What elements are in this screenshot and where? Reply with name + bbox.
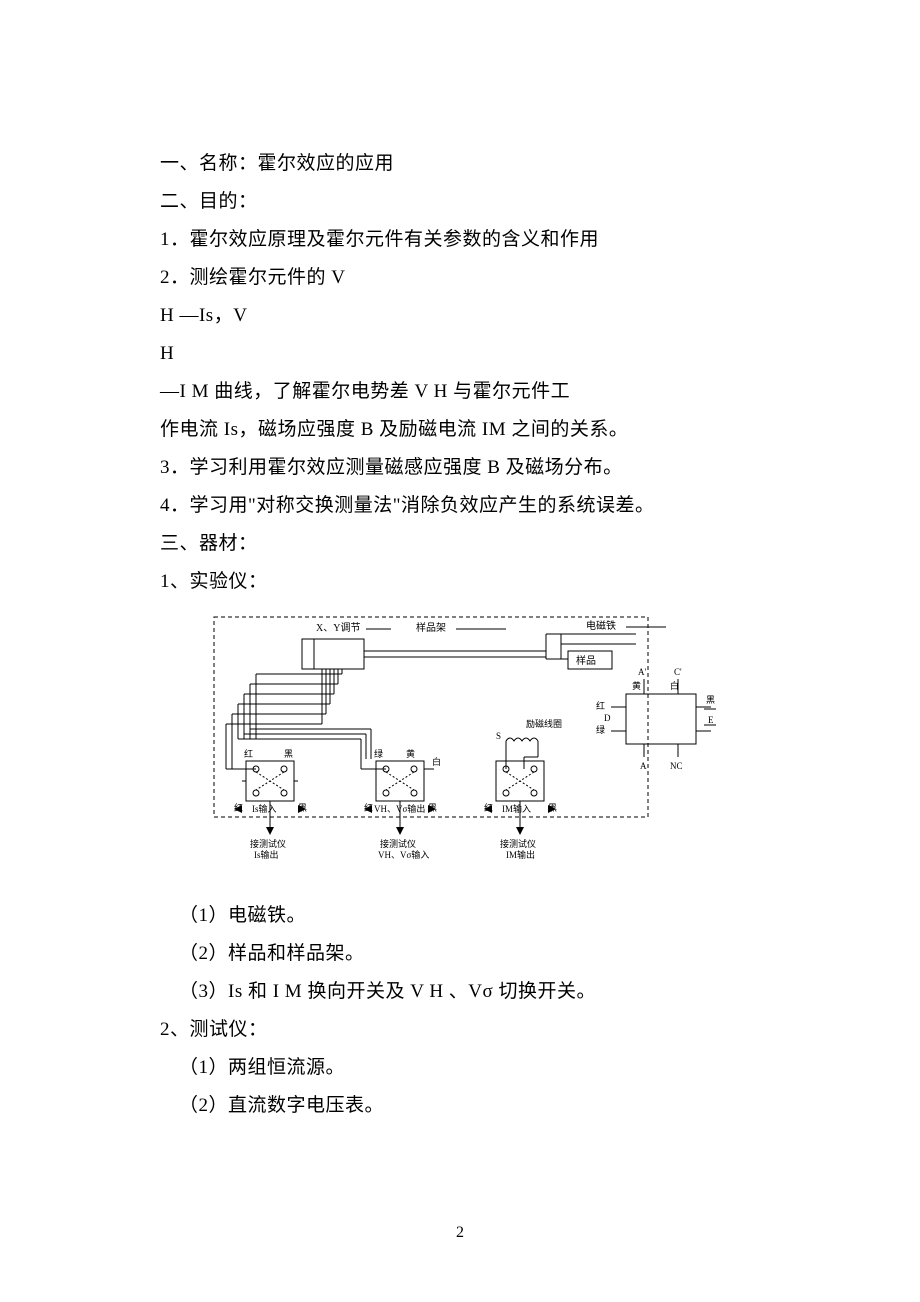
label-yellow: 黄 (632, 680, 641, 691)
text-line: 2、测试仪： (160, 1011, 772, 1049)
label-sample-rack: 样品架 (416, 621, 446, 634)
label-a: A (640, 761, 647, 771)
text-line: H —Is，V (160, 297, 772, 335)
label-yellow: 黄 (406, 748, 415, 759)
label-to-tester: 接测试仪 (380, 838, 416, 849)
text-line: 2．测绘霍尔元件的 V (160, 259, 772, 297)
label-is-input: Is输入 (252, 803, 277, 814)
label-white: 白 (432, 756, 441, 767)
experiment-diagram: X、Y调节 样品架 电磁铁 样品 (206, 609, 726, 879)
text-line: 三、器材： (160, 525, 772, 563)
label-c-prime: C' (674, 667, 682, 677)
label-d: D (604, 713, 611, 723)
label-green: 绿 (374, 748, 383, 759)
text-line: 1．霍尔效应原理及霍尔元件有关参数的含义和作用 (160, 221, 772, 259)
label-excitation: 励磁线圈 (526, 718, 562, 729)
label-im-input: IM输入 (502, 803, 531, 814)
label-vh-input: VH、Vσ输入 (378, 849, 429, 860)
text-line: 3．学习利用霍尔效应测量磁感应强度 B 及磁场分布。 (160, 449, 772, 487)
text-line: 1、实验仪： (160, 563, 772, 601)
label-nc: NC (670, 761, 683, 771)
text-line: 4．学习用"对称交换测量法"消除负效应产生的系统误差。 (160, 487, 772, 525)
label-to-tester: 接测试仪 (250, 838, 286, 849)
text-line: —I M 曲线，了解霍尔电势差 V H 与霍尔元件工 (160, 373, 772, 411)
label-black: 黑 (284, 749, 293, 759)
label-sample: 样品 (576, 654, 596, 667)
text-line: （2）直流数字电压表。 (160, 1087, 772, 1125)
label-im-output: IM输出 (506, 849, 535, 860)
page-number: 2 (0, 1224, 920, 1242)
label-green: 绿 (596, 724, 605, 735)
text-line: H (160, 335, 772, 373)
label-to-tester: 接测试仪 (500, 838, 536, 849)
text-line: 一、名称：霍尔效应的应用 (160, 145, 772, 183)
text-line: （1）电磁铁。 (160, 897, 772, 935)
label-white: 白 (670, 680, 679, 691)
label-red: 红 (244, 748, 253, 759)
text-line: （3）Is 和 I M 换向开关及 V H 、Vσ 切换开关。 (160, 973, 772, 1011)
label-e: E (708, 715, 714, 725)
label-s: S (496, 731, 501, 741)
label-black: 黑 (706, 695, 715, 705)
label-red: 红 (596, 700, 605, 711)
label-xy-adjust: X、Y调节 (316, 622, 360, 634)
label-is-output: Is输出 (254, 849, 279, 860)
text-line: （2）样品和样品架。 (160, 935, 772, 973)
label-a-prime: A' (638, 667, 646, 677)
label-electromagnet: 电磁铁 (586, 619, 616, 632)
text-line: 作电流 Is，磁场应强度 B 及励磁电流 IM 之间的关系。 (160, 411, 772, 449)
text-line: 二、目的： (160, 183, 772, 221)
text-line: （1）两组恒流源。 (160, 1049, 772, 1087)
